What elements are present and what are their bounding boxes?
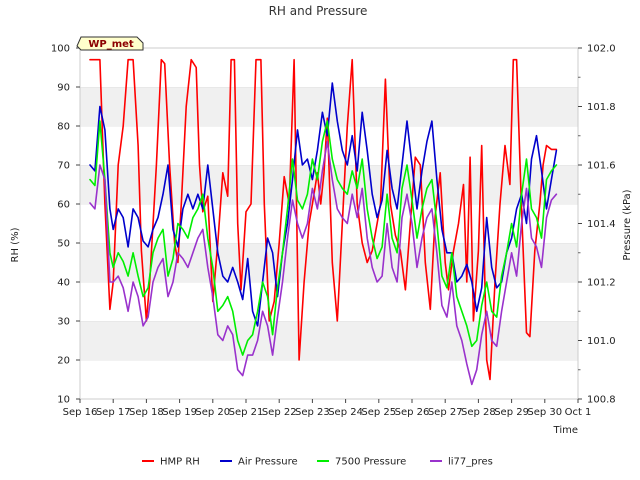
y-tick-label-right: 101.4 xyxy=(587,219,616,230)
y-axis-right-label: Pressure (kPa) xyxy=(622,189,633,260)
y-tick-label-left: 60 xyxy=(57,200,70,211)
series-line-li77-pres xyxy=(89,140,558,386)
grid-band xyxy=(80,321,578,360)
legend-label: li77_pres xyxy=(448,457,493,468)
y-tick-label-right: 101.6 xyxy=(587,161,616,172)
y-tick-label-right: 101.8 xyxy=(587,102,616,113)
y-tick-label-left: 70 xyxy=(57,161,70,172)
x-tick-label: Sep 23 xyxy=(295,407,330,418)
badge-label: WP_met xyxy=(88,39,134,50)
y-tick-label-left: 100 xyxy=(51,44,70,55)
grid-band xyxy=(80,48,578,87)
x-tick-label: Sep 26 xyxy=(395,407,430,418)
y-tick-label-left: 10 xyxy=(57,395,70,406)
x-tick-label: Sep 29 xyxy=(494,407,529,418)
x-tick-label: Oct 1 xyxy=(565,407,592,418)
left-axis: 10 20 30 40 50 60 70 80 90 100 xyxy=(51,44,80,406)
x-tick-label: Sep 24 xyxy=(328,407,363,418)
y-tick-label-right: 101.2 xyxy=(587,278,616,289)
badge-shape xyxy=(76,36,144,51)
x-tick-label: Sep 16 xyxy=(63,407,98,418)
x-tick-label: Sep 30 xyxy=(527,407,562,418)
x-tick-label: Sep 19 xyxy=(162,407,197,418)
series-layer xyxy=(89,58,558,386)
chart-title: RH and Pressure xyxy=(269,4,368,18)
station-badge: WP_met xyxy=(76,36,144,51)
right-axis: 100.8 101.0 101.2 101.4 101.6 101.8 102.0 xyxy=(578,44,616,406)
x-tick-label: Sep 28 xyxy=(461,407,496,418)
y-axis-left-label: RH (%) xyxy=(10,227,21,262)
x-tick-label: Sep 17 xyxy=(96,407,131,418)
x-tick-label: Sep 21 xyxy=(229,407,264,418)
x-tick-label: Sep 25 xyxy=(361,407,396,418)
x-tick-label: Sep 20 xyxy=(195,407,230,418)
legend: HMP RH Air Pressure 7500 Pressure li77_pres xyxy=(142,457,493,468)
series-line-hmp-rh xyxy=(89,58,558,381)
series-line-7500-pressure xyxy=(89,120,558,356)
series-line-air-pressure xyxy=(89,82,558,327)
y-tick-label-left: 50 xyxy=(57,239,70,250)
y-tick-label-right: 102.0 xyxy=(587,44,616,55)
x-tick-label: Sep 18 xyxy=(129,407,164,418)
y-tick-label-left: 20 xyxy=(57,356,70,367)
y-tick-label-left: 30 xyxy=(57,317,70,328)
x-axis-label: Time xyxy=(553,425,578,436)
grid-band xyxy=(80,360,578,399)
y-tick-label-right: 101.0 xyxy=(587,336,616,347)
y-tick-label-left: 90 xyxy=(57,83,70,94)
y-tick-label-left: 40 xyxy=(57,278,70,289)
legend-label: Air Pressure xyxy=(238,457,298,468)
y-tick-label-left: 80 xyxy=(57,122,70,133)
y-tick-label-right: 100.8 xyxy=(587,395,616,406)
x-tick-label: Sep 22 xyxy=(262,407,297,418)
legend-label: 7500 Pressure xyxy=(335,457,406,468)
legend-label: HMP RH xyxy=(160,457,200,468)
x-tick-label: Sep 27 xyxy=(428,407,463,418)
